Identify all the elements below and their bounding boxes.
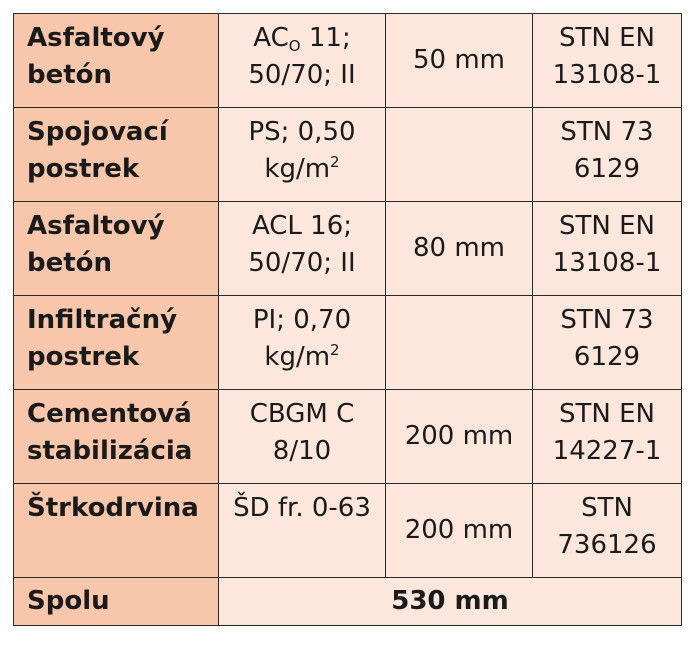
thickness-cell: 200 mm xyxy=(385,483,533,578)
spec-unit: kg/m xyxy=(264,154,331,184)
layer-name-cell: Asfaltový betón xyxy=(13,13,219,108)
standard-cell: STN EN 13108-1 xyxy=(532,13,682,108)
total-row: Spolu 530 mm xyxy=(13,577,682,626)
material-spec-line: 50/70; II xyxy=(248,248,356,278)
spec-unit: kg/m xyxy=(264,342,331,372)
standard-cell: STN 73 6129 xyxy=(532,295,682,390)
standard-line: 6129 xyxy=(573,342,641,372)
thickness-cell xyxy=(385,295,533,390)
standard-line: STN EN xyxy=(559,23,655,53)
standard-line: STN xyxy=(581,493,633,523)
material-spec-line: kg/m2 xyxy=(219,151,385,188)
layer-name-line: stabilizácia xyxy=(27,436,193,466)
layer-name-line: Spojovací xyxy=(27,117,168,147)
thickness-cell xyxy=(385,107,533,202)
standard-line: STN EN xyxy=(559,399,655,429)
standard-line: 13108-1 xyxy=(552,248,662,278)
spec-superscript: 2 xyxy=(330,153,340,171)
layer-name-cell: Cementová stabilizácia xyxy=(13,389,219,484)
standard-cell: STN 73 6129 xyxy=(532,107,682,202)
total-value: 530 mm xyxy=(218,577,682,626)
material-spec-line: 50/70; II xyxy=(248,60,356,90)
table-row: Cementová stabilizácia CBGM C 8/10 200 m… xyxy=(13,389,682,484)
thickness-cell: 200 mm xyxy=(385,389,533,484)
layer-name-line: Asfaltový xyxy=(27,23,165,53)
standard-cell: STN EN 14227-1 xyxy=(532,389,682,484)
spec-superscript: 2 xyxy=(330,341,340,359)
standard-line: 6129 xyxy=(573,154,641,184)
standard-line: 736126 xyxy=(557,530,657,560)
thickness-cell: 80 mm xyxy=(385,201,533,296)
table-row: Spojovací postrek PS; 0,50 kg/m2 STN 73 … xyxy=(13,107,682,202)
standard-cell: STN EN 13108-1 xyxy=(532,201,682,296)
table-row: Štrkodrvina ŠD fr. 0-63 200 mm STN 73612… xyxy=(13,483,682,578)
material-spec-line: CBGM C xyxy=(249,399,355,429)
material-spec-line: ACO 11; xyxy=(219,20,385,57)
thickness-cell: 50 mm xyxy=(385,13,533,108)
layer-name-cell: Asfaltový betón xyxy=(13,201,219,296)
standard-line: STN 73 xyxy=(560,305,654,335)
spec-rest: 11; xyxy=(300,23,351,53)
layer-name-line: Infiltračný xyxy=(27,305,178,335)
layer-name-cell: Infiltračný postrek xyxy=(13,295,219,390)
pavement-layers-table: Asfaltový betón ACO 11; 50/70; II 50 mm … xyxy=(13,13,682,626)
layer-name-line: postrek xyxy=(27,342,140,372)
spec-subscript: O xyxy=(288,37,301,55)
table-row: Asfaltový betón ACO 11; 50/70; II 50 mm … xyxy=(13,13,682,108)
layer-name-line: Asfaltový xyxy=(27,211,165,241)
material-spec-line: ŠD fr. 0-63 xyxy=(233,493,371,523)
material-spec-line: PI; 0,70 xyxy=(252,305,352,335)
spec-main: AC xyxy=(253,23,289,53)
standard-cell: STN 736126 xyxy=(532,483,682,578)
material-spec-line: ACL 16; xyxy=(251,211,353,241)
material-spec-cell: ACL 16; 50/70; II xyxy=(218,201,386,296)
material-spec-cell: ŠD fr. 0-63 xyxy=(218,483,386,578)
layer-name-line: Cementová xyxy=(27,399,192,429)
material-spec-cell: PS; 0,50 kg/m2 xyxy=(218,107,386,202)
standard-line: 14227-1 xyxy=(552,436,662,466)
layer-name-line: betón xyxy=(27,248,113,278)
material-spec-cell: PI; 0,70 kg/m2 xyxy=(218,295,386,390)
material-spec-cell: CBGM C 8/10 xyxy=(218,389,386,484)
material-spec-cell: ACO 11; 50/70; II xyxy=(218,13,386,108)
layer-name-line: Štrkodrvina xyxy=(27,493,199,523)
layer-name-cell: Spojovací postrek xyxy=(13,107,219,202)
standard-line: STN EN xyxy=(559,211,655,241)
layer-table-wrapper: Asfaltový betón ACO 11; 50/70; II 50 mm … xyxy=(13,13,682,626)
standard-line: STN 73 xyxy=(560,117,654,147)
layer-name-line: betón xyxy=(27,60,113,90)
material-spec-line: kg/m2 xyxy=(219,339,385,376)
total-label: Spolu xyxy=(13,577,219,626)
table-row: Infiltračný postrek PI; 0,70 kg/m2 STN 7… xyxy=(13,295,682,390)
table-row: Asfaltový betón ACL 16; 50/70; II 80 mm … xyxy=(13,201,682,296)
layer-name-line: postrek xyxy=(27,154,140,184)
standard-line: 13108-1 xyxy=(552,60,662,90)
material-spec-line: PS; 0,50 xyxy=(248,117,356,147)
layer-name-cell: Štrkodrvina xyxy=(13,483,219,578)
material-spec-line: 8/10 xyxy=(272,436,332,466)
